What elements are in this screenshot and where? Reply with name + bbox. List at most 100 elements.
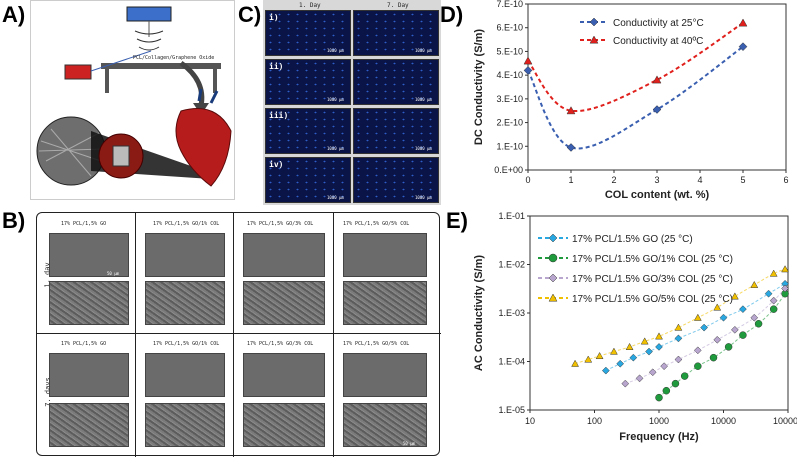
legend-marker	[589, 35, 599, 44]
legend-marker	[548, 293, 558, 302]
x-axis-label: Frequency (Hz)	[619, 431, 699, 443]
panel-a-schematic: PCL/Collagen/Graphene Oxide	[30, 0, 235, 200]
x-tick-label: 100	[587, 416, 602, 426]
collector-plate	[101, 63, 221, 69]
sem-image	[343, 233, 427, 277]
col-header-3b: 17% PCL/1,5% GO/3% COL	[247, 341, 314, 347]
y-tick-label: 1.E-02	[498, 260, 525, 270]
col-header-3: 17% PCL/1,5% GO/3% COL	[247, 221, 314, 227]
scalebar-label: 1000 µm	[415, 48, 432, 53]
y-tick-label: 1.E-03	[498, 308, 525, 318]
heart-icon	[175, 108, 232, 187]
row-label-iv: iv)	[269, 160, 284, 169]
panel-c-fluorescence: 1. Day 7. Day i) ii) iii) iv) 1000 µm 10…	[263, 0, 441, 205]
fluorescence-image	[353, 59, 439, 105]
legend-label: Conductivity at 40ºC	[613, 36, 703, 47]
y-tick-label: 5.E-10	[496, 46, 523, 56]
sem-image	[243, 353, 325, 397]
panel-label-d: D)	[440, 2, 464, 27]
spring-coil	[134, 30, 164, 51]
x-tick-label: 10	[525, 416, 535, 426]
y-tick-label: 1.E-04	[498, 357, 525, 367]
sem-image	[343, 281, 427, 325]
dc-conductivity-chart: 0.E+00 1.E-10 2.E-10 3.E-10 4.E-10 5.E-10 6.E-…	[473, 0, 789, 201]
row-label-iii: iii)	[269, 111, 289, 120]
row-label-i: i)	[269, 13, 279, 22]
scalebar-label: 50 µm	[403, 441, 416, 446]
legend-marker	[589, 17, 599, 27]
data-point	[738, 42, 748, 52]
panel-label-b: B)	[2, 208, 26, 233]
y-tick-label: 2.E-10	[496, 118, 523, 128]
fluorescence-image	[265, 157, 351, 203]
x-tick-label: 5	[740, 175, 745, 185]
col-header-4b: 17% PCL/1,5% GO/5% COL	[343, 341, 410, 347]
sem-image	[243, 403, 325, 447]
scalebar-label: 50 µm	[107, 271, 120, 276]
data-point	[655, 332, 663, 340]
scalebar-label: 1000 µm	[327, 48, 344, 53]
ac-conductivity-chart: 1.E-05 1.E-04 1.E-03 1.E-02 1.E-01 10 100 1000 1…	[473, 211, 797, 443]
data-point	[523, 56, 533, 65]
x-tick-label: 6	[783, 175, 788, 185]
data-point	[652, 105, 662, 114]
y-tick-label: 1.E-01	[498, 211, 525, 221]
data-point	[655, 343, 663, 351]
data-point	[652, 75, 662, 84]
y-axis-label: AC Conductivity (S/m)	[473, 255, 485, 371]
legend-marker	[548, 273, 558, 283]
x-tick-label: 0	[525, 175, 530, 185]
x-tick-label: 4	[697, 175, 702, 185]
scalebar-label: 1000 µm	[327, 146, 344, 151]
data-point	[674, 334, 683, 343]
y-tick-label: 3.E-10	[496, 94, 523, 104]
series-line	[574, 268, 786, 365]
data-point	[674, 323, 683, 331]
legend-marker	[548, 233, 558, 243]
device-label: PCL/Collagen/Graphene Oxide	[133, 55, 215, 61]
sem-image	[243, 281, 325, 325]
y-tick-label: 7.E-10	[496, 0, 523, 9]
sem-image	[343, 353, 427, 397]
x-tick-label: 3	[654, 175, 659, 185]
sem-image	[49, 233, 129, 277]
data-point	[640, 337, 649, 345]
data-point	[523, 66, 533, 75]
power-supply	[64, 64, 92, 80]
data-point	[674, 355, 683, 364]
legend-label: 17% PCL/1.5% GO/1% COL (25 °C)	[572, 254, 733, 265]
legend-label: 17% PCL/1.5% GO (25 °C)	[572, 234, 693, 245]
data-point	[719, 313, 728, 322]
data-point	[621, 379, 630, 388]
series-line	[625, 288, 786, 385]
series-line	[527, 22, 744, 113]
row-label-ii: ii)	[269, 62, 284, 71]
x-tick-label: 10000	[711, 416, 736, 426]
x-tick-label: 1000	[649, 416, 669, 426]
sem-image	[343, 403, 427, 447]
scalebar-label: 1000 µm	[415, 97, 432, 102]
scalebar-label: 1000 µm	[415, 146, 432, 151]
fluorescence-image	[265, 108, 351, 154]
x-tick-label: 1	[568, 175, 573, 185]
x-tick-label: 2	[611, 175, 616, 185]
fluorescence-image	[353, 108, 439, 154]
sem-image	[49, 281, 129, 325]
legend-label: Conductivity at 25°C	[613, 18, 704, 29]
fluorescence-image	[265, 10, 351, 56]
col-header-1b: 17% PCL/1,5% GO	[61, 341, 107, 347]
syringe	[126, 6, 172, 22]
plot-area	[529, 215, 789, 411]
y-tick-label: 1.E-05	[498, 405, 525, 415]
electrospinning-schematic	[36, 6, 232, 187]
legend-marker	[548, 253, 558, 263]
sem-image	[145, 403, 225, 447]
col-header-day1: 1. Day	[299, 2, 321, 9]
sem-image	[145, 281, 225, 325]
data-point	[566, 106, 576, 115]
fluorescence-image	[353, 157, 439, 203]
data-point	[648, 368, 657, 377]
sem-image	[145, 353, 225, 397]
series-line	[605, 283, 786, 372]
data-point	[693, 346, 702, 355]
